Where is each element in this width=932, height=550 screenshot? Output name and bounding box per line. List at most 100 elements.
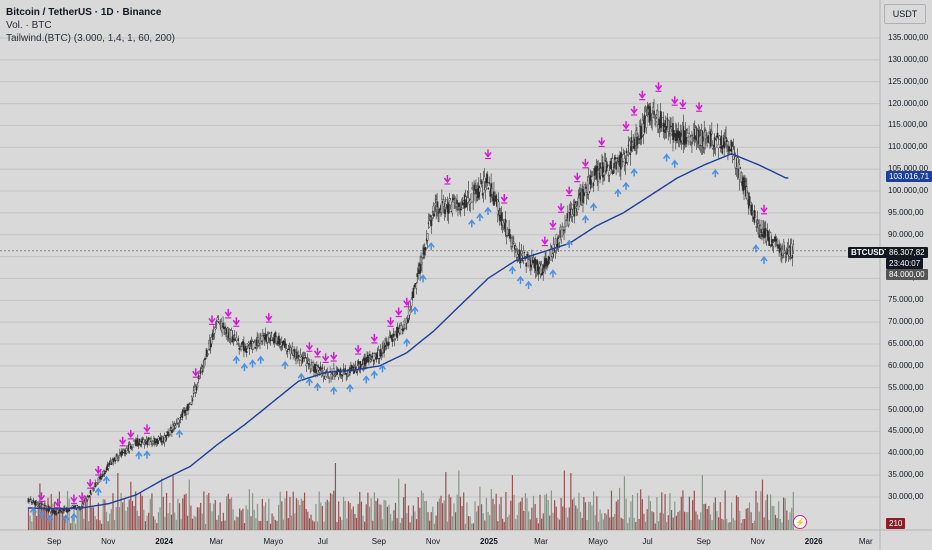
candle-body [444, 201, 447, 208]
candle-body [422, 253, 424, 258]
volume-bar [94, 516, 96, 530]
candle-body [416, 273, 419, 277]
buy-arrow-head [346, 383, 354, 390]
volume-bar [367, 492, 369, 530]
candle-body [779, 248, 781, 253]
candle-body [607, 174, 610, 177]
volume-bar [622, 518, 624, 530]
sell-arrow-icon [549, 219, 557, 230]
volume-bar [32, 510, 35, 530]
volume-bar [378, 504, 380, 530]
candle-body [92, 490, 95, 492]
volume-bar [453, 503, 455, 530]
volume-bar [78, 508, 80, 530]
volume-bar [315, 503, 317, 530]
candle-body [714, 139, 717, 148]
volume-legend[interactable]: Vol. · BTC [6, 20, 52, 31]
candle-body [319, 366, 322, 370]
price-tick-label: 95.000,00 [888, 207, 924, 217]
buy-arrow-head [281, 360, 289, 367]
volume-bar [131, 500, 134, 530]
buy-arrow-head [313, 382, 322, 389]
volume-bar [274, 519, 276, 530]
volume-bar [141, 495, 143, 530]
candle-body [280, 346, 282, 348]
candle-body [725, 137, 727, 139]
volume-bar [653, 512, 655, 530]
buy-arrow-head [37, 510, 46, 517]
candle-body [128, 444, 131, 452]
candle-body [750, 205, 753, 216]
candle-body [562, 226, 564, 230]
candle-body [520, 251, 523, 254]
sell-arrow-head [484, 152, 492, 158]
volume-bar [133, 506, 135, 530]
volume-bar [602, 519, 604, 530]
volume-bar [130, 481, 132, 530]
indicator-legend[interactable]: Tailwind.(BTC) (3.000, 1,4, 1, 60, 200) [6, 33, 175, 44]
volume-bar [310, 514, 312, 530]
candle-body [585, 192, 588, 196]
candle-body [439, 211, 441, 214]
volume-bar [89, 495, 91, 530]
candle-body [148, 439, 150, 446]
volume-bar [334, 462, 337, 530]
volume-bar [195, 516, 197, 530]
volume-bar [644, 521, 647, 530]
buy-arrow-head [257, 355, 265, 362]
volume-bar [222, 512, 224, 530]
currency-button[interactable]: USDT [884, 4, 926, 24]
candle-body [352, 366, 354, 369]
buy-arrow-icon [62, 514, 70, 523]
volume-bar [727, 522, 729, 530]
sell-arrow-icon [557, 203, 565, 213]
candle-body [457, 209, 459, 211]
time-tick-label: Jul [317, 537, 328, 546]
lightning-icon[interactable]: ⚡ [793, 515, 807, 529]
volume-bar [500, 496, 502, 530]
volume-bar [154, 519, 156, 530]
volume-bar [169, 502, 171, 530]
candle-body [285, 348, 288, 352]
volume-bar [377, 498, 379, 530]
volume-bar [281, 501, 283, 530]
candle-body [531, 260, 534, 264]
price-tick-label: 100.000,00 [888, 186, 929, 195]
volume-bar [735, 495, 738, 530]
candle-body [279, 338, 281, 345]
candle-body [200, 368, 203, 373]
candle-body [666, 117, 669, 120]
candle-body [770, 243, 773, 247]
volume-bar [55, 508, 57, 530]
buy-arrow-head [305, 377, 313, 384]
candle-body [204, 358, 206, 360]
volume-bar [211, 511, 213, 530]
volume-bar [347, 501, 350, 530]
candle-body [688, 132, 690, 135]
volume-bar [394, 502, 397, 530]
candle-body [406, 319, 409, 323]
candle-body [390, 335, 393, 340]
candle-body [625, 150, 628, 154]
candle-body [776, 244, 778, 247]
candle-body [247, 342, 250, 345]
volume-bar [454, 512, 457, 530]
buy-arrow-icon [37, 510, 46, 520]
candle-body [304, 357, 307, 359]
candle-body [571, 214, 574, 217]
volume-bar [229, 498, 231, 530]
volume-bar [570, 472, 572, 530]
candles [27, 99, 795, 517]
volume-bar [252, 493, 254, 530]
candle-body [523, 251, 526, 254]
candle-body [653, 110, 655, 116]
volume-bar [214, 499, 216, 530]
moving-average-line [27, 153, 789, 510]
volume-bar [718, 517, 720, 530]
candle-body [570, 209, 573, 217]
sell-arrow-icon [695, 102, 703, 112]
candle-body [441, 198, 443, 213]
candle-body [451, 201, 454, 214]
symbol-title[interactable]: Bitcoin / TetherUS · 1D · Binance [6, 7, 162, 18]
